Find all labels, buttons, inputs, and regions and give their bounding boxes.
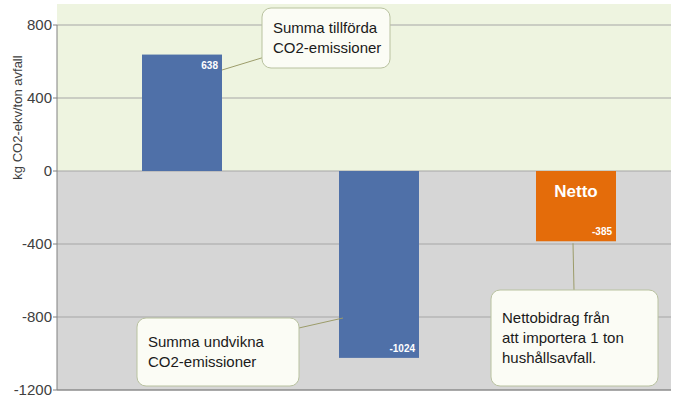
y-axis-line — [57, 25, 58, 390]
callout-text: Summa tillfördaCO2-emissioner — [273, 19, 381, 56]
callout-text: Nettobidrag frånatt importera 1 tonhushå… — [502, 309, 624, 366]
bar-text: Netto — [554, 182, 597, 201]
x-axis-line — [57, 390, 671, 391]
y-tick — [53, 25, 57, 26]
bars — [142, 55, 616, 358]
y-tick — [53, 390, 57, 391]
bar — [536, 171, 616, 241]
y-tick — [53, 98, 57, 99]
y-tick-label: 0 — [44, 162, 52, 179]
callout-leader — [222, 56, 268, 70]
data-label: -385 — [592, 226, 612, 237]
y-tick — [53, 244, 57, 245]
y-tick-label: -800 — [22, 308, 52, 325]
callout-box — [262, 8, 390, 68]
y-tick-label: 400 — [27, 89, 52, 106]
chart-svg: -1200 -800 -400 0 400 800 kg CO2-ekv/ton avfal… — [0, 0, 675, 402]
y-tick-label: -400 — [22, 235, 52, 252]
bar — [142, 55, 222, 171]
bar — [339, 171, 419, 358]
callout-box — [491, 290, 658, 386]
callout-leader — [573, 243, 574, 290]
y-tick-label: 800 — [27, 16, 52, 33]
y-axis-title: kg CO2-ekv/ton avfall — [10, 55, 25, 179]
callout-text: Summa undviknaCO2-emissioner — [148, 333, 265, 370]
y-tick — [53, 317, 57, 318]
grid-line — [57, 390, 671, 391]
chart-container: -1200 -800 -400 0 400 800 kg CO2-ekv/ton avfal… — [0, 0, 675, 402]
callout-box — [137, 318, 299, 386]
data-label: -1024 — [389, 343, 415, 354]
y-tick-label: -1200 — [14, 381, 52, 398]
positive-background — [57, 4, 671, 171]
data-label: 638 — [201, 60, 218, 71]
y-tick — [53, 171, 57, 172]
negative-background — [57, 171, 671, 390]
